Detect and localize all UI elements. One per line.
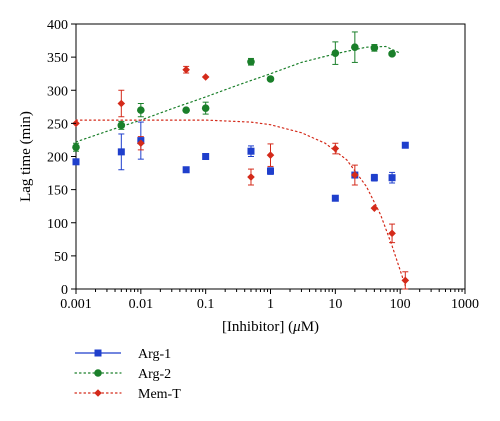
arg-2-point: [266, 75, 275, 83]
legend-item-mem-t: Mem-T: [74, 387, 181, 402]
y-tick-label: 250: [47, 117, 68, 132]
mem-t-point: [201, 73, 210, 81]
arg-2-point: [182, 106, 190, 114]
legend-label-mem-t: Mem-T: [138, 387, 181, 402]
x-tick-label: 10: [328, 297, 342, 312]
mem-t-point: [182, 65, 190, 74]
x-tick-label: 1000: [451, 297, 479, 312]
arg-2-point: [117, 121, 126, 130]
arg-2-point: [351, 43, 359, 51]
x-axis-title: [Inhibitor] (μM): [222, 319, 319, 335]
mem-t-point: [388, 229, 396, 238]
y-tick-label: 300: [47, 84, 68, 99]
y-tick-label: 150: [47, 184, 68, 199]
y-tick-label: 400: [47, 18, 68, 33]
mem-t-fit-line: [75, 119, 406, 287]
arg-2-point: [137, 106, 145, 114]
y-tick-label: 0: [61, 283, 68, 298]
arg-1-point: [401, 141, 409, 149]
y-tick-label: 50: [54, 250, 68, 265]
mem-t-point: [137, 139, 145, 148]
arg-2-point: [247, 57, 255, 66]
y-tick-label: 350: [47, 51, 68, 66]
arg-1-point: [388, 174, 396, 182]
y-tick-label: 100: [47, 217, 68, 232]
fit-lines: [75, 45, 406, 287]
arg-1-point: [331, 194, 339, 202]
legend-label-arg-1: Arg-1: [138, 347, 171, 362]
arg-2-point: [201, 104, 210, 112]
mem-t-point: [331, 144, 340, 153]
x-axis-ticks: 0.001 0.01 0.1 1 10 100 1000: [60, 289, 479, 312]
x-axis-title-unit-prefix: μ: [292, 319, 301, 335]
arg-1-point: [370, 174, 378, 182]
mem-t-point: [401, 276, 410, 285]
legend-item-arg-1: Arg-1: [75, 347, 171, 362]
mem-t-point: [266, 151, 275, 159]
arg-1-point: [267, 167, 274, 175]
x-axis-title-prefix: [Inhibitor] (: [222, 319, 293, 335]
legend-item-arg-2: Arg-2: [74, 367, 171, 382]
legend: Arg-1 Arg-2 Mem-T: [74, 347, 181, 402]
arg-1-point: [247, 147, 255, 155]
arg-2-fit-line: [75, 45, 401, 143]
mem-t-point: [117, 99, 126, 108]
data-markers: [72, 43, 410, 285]
y-axis-title: Lag time (min): [18, 111, 34, 202]
x-tick-label: 100: [390, 297, 411, 312]
arg-2-point: [370, 44, 379, 52]
mem-t-point: [370, 204, 379, 212]
legend-marker-arg-2: [94, 369, 102, 377]
legend-label-arg-2: Arg-2: [138, 367, 171, 382]
arg-2-point: [331, 49, 340, 57]
mem-t-point: [351, 171, 359, 179]
arg-2-point: [388, 50, 396, 58]
arg-1-point: [72, 158, 80, 166]
x-tick-label: 0.01: [129, 297, 154, 312]
x-tick-label: 0.1: [197, 297, 215, 312]
arg-1-point: [202, 153, 210, 160]
plot-area: [72, 23, 466, 290]
legend-marker-mem-t: [94, 389, 102, 397]
arg-2-point: [72, 143, 80, 152]
x-tick-label: 0.001: [60, 297, 92, 312]
x-axis-title-unit: M): [301, 319, 319, 335]
arg-1-point: [117, 148, 125, 156]
y-tick-label: 200: [47, 151, 68, 166]
y-axis-ticks: 0 50 100 150 200 250 300 350 400: [47, 18, 76, 298]
x-tick-label: 1: [267, 297, 274, 312]
mem-t-point: [247, 173, 255, 181]
arg-1-point: [182, 166, 190, 174]
legend-marker-arg-1: [94, 349, 102, 357]
